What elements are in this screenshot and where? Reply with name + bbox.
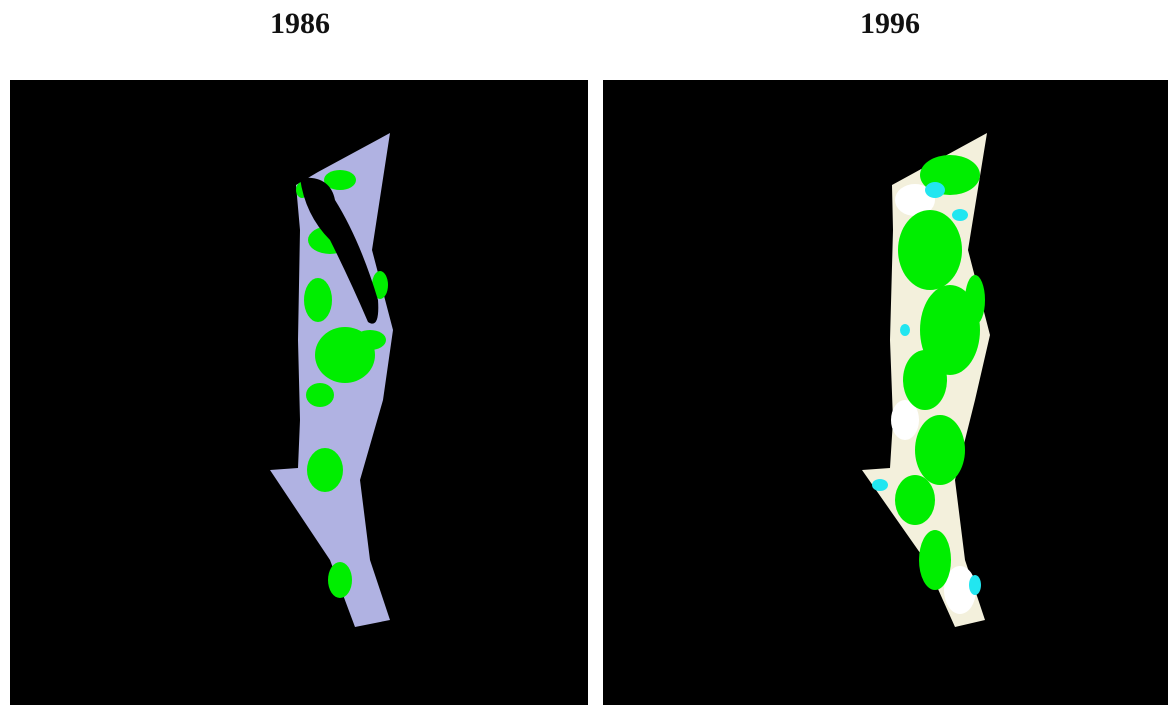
map-panel [603, 80, 1168, 705]
panel-title: 1996 [860, 7, 920, 40]
figure: 1986 1996 [0, 0, 1168, 705]
map-background [10, 80, 588, 705]
panel-title: 1986 [270, 7, 330, 40]
map-background [603, 80, 1168, 705]
map-panel [10, 80, 588, 705]
